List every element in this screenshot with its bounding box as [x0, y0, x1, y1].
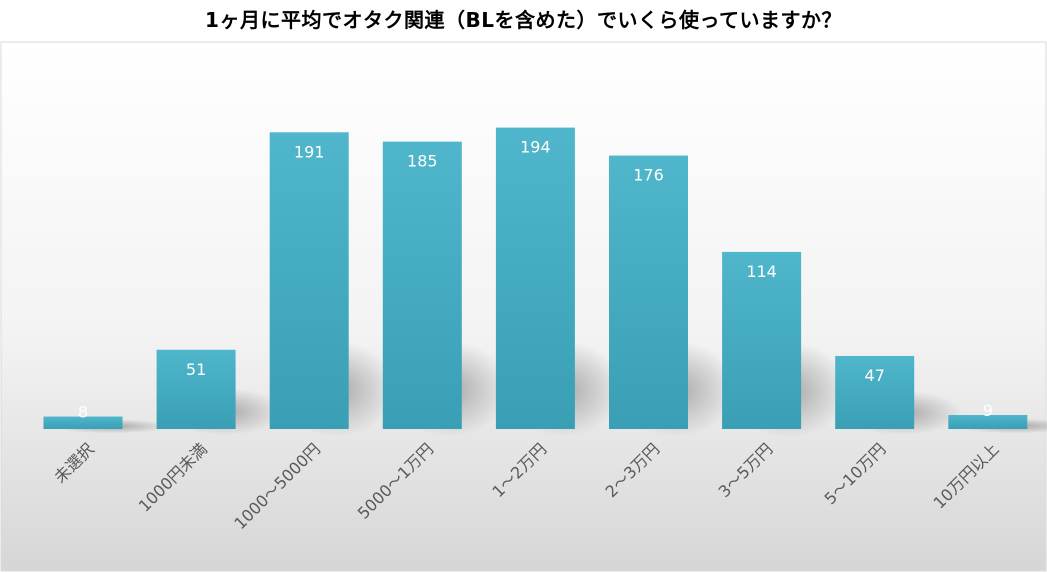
- bar: [156, 349, 236, 429]
- bar-value-label: 51: [186, 360, 206, 379]
- bar-value-label: 191: [294, 142, 325, 161]
- bar: [495, 127, 575, 429]
- bar-value-label: 185: [407, 152, 438, 171]
- bar: [43, 416, 123, 429]
- bar: [382, 141, 462, 429]
- chart-title: 1ヶ月に平均でオタク関連（BLを含めた）でいくら使っていますか？: [205, 8, 842, 32]
- bar: [609, 155, 688, 429]
- bar-value-label: 194: [520, 138, 551, 157]
- bar-value-label: 114: [746, 262, 777, 281]
- bar-value-label: 8: [78, 403, 88, 422]
- bar: [835, 355, 915, 429]
- bar-value-label: 47: [865, 366, 885, 385]
- bar: [269, 132, 349, 429]
- bar-value-label: 9: [983, 401, 993, 420]
- bar-value-label: 176: [633, 166, 664, 185]
- bar: [722, 251, 802, 429]
- bar: [948, 415, 1028, 429]
